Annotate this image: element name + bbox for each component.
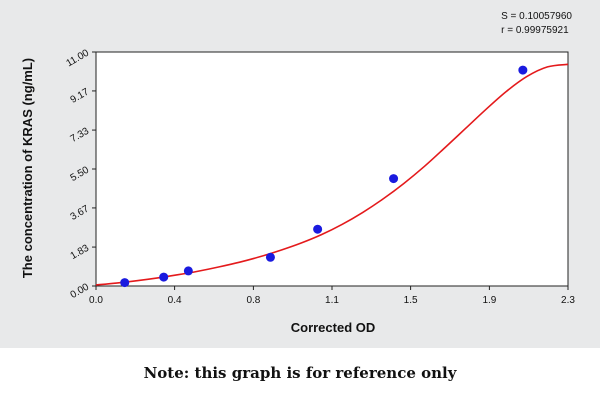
y-tick-label: 3.67 — [69, 203, 92, 222]
plot-area — [95, 51, 569, 287]
y-axis-label: The concentration of KRAS (ng/mL) — [20, 58, 35, 278]
r-value: r = 0.99975921 — [501, 25, 569, 36]
y-tick-label: 0.00 — [69, 281, 92, 300]
x-tick-label: 1.5 — [404, 295, 418, 306]
x-tick-label: 1.1 — [325, 295, 339, 306]
reference-note: Note: this graph is for reference only — [143, 364, 457, 382]
data-point-5 — [313, 224, 323, 234]
fit-curve — [95, 63, 569, 286]
x-tick-label: 0.8 — [246, 295, 260, 306]
y-tick-label: 7.33 — [69, 126, 92, 145]
fit-statistics: S = 0.10057960 r = 0.99975921 — [501, 10, 572, 38]
x-tick-label: 2.3 — [561, 295, 575, 306]
y-tick-label: 9.17 — [69, 86, 92, 105]
data-point-7 — [518, 65, 528, 75]
data-point-1 — [120, 278, 130, 288]
data-point-4 — [265, 252, 275, 262]
x-tick-label: 1.9 — [482, 295, 496, 306]
y-tick-label: 1.83 — [69, 243, 92, 262]
data-point-2 — [159, 272, 169, 282]
chart-svg: 0.0 0.4 0.8 1.1 1.5 1.9 2.3 0.00 1.83 3.67 5.50 7.3… — [20, 47, 575, 335]
x-tick-label: 0.0 — [89, 295, 103, 306]
s-value: S = 0.10057960 — [501, 11, 572, 22]
data-point-3 — [183, 266, 193, 276]
data-point-6 — [389, 174, 399, 184]
y-tick-label: 5.50 — [69, 164, 92, 183]
y-tick-label: 11.00 — [64, 47, 91, 69]
x-tick-label: 0.4 — [168, 295, 182, 306]
x-axis-label: Corrected OD — [291, 320, 376, 335]
